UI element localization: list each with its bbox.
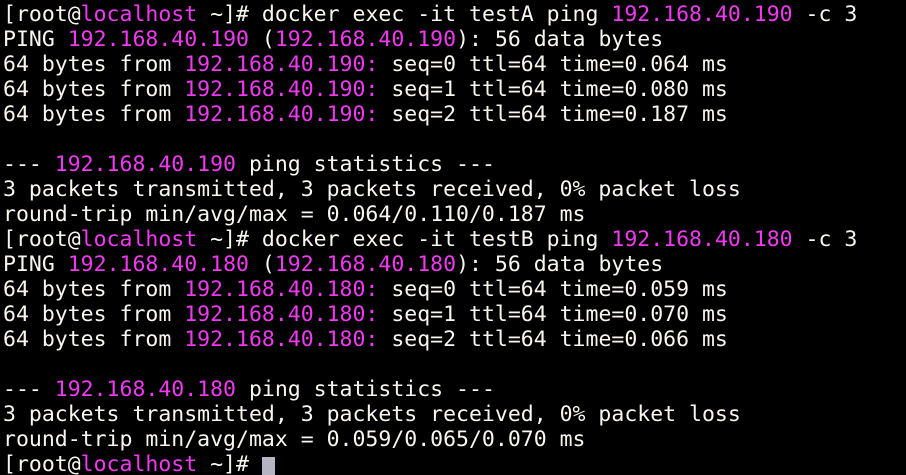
text-segment: -c 3 (792, 2, 858, 27)
text-segment: 64 bytes from (3, 327, 185, 352)
terminal-line: 3 packets transmitted, 3 packets receive… (3, 402, 906, 427)
terminal-line: 64 bytes from 192.168.40.180: seq=2 ttl=… (3, 327, 906, 352)
text-segment: 64 bytes from (3, 77, 185, 102)
text-segment: ping statistics --- (236, 152, 495, 177)
highlighted-text-segment: 192.168.40.190 (54, 152, 236, 177)
highlighted-text-segment: localhost (80, 227, 198, 252)
terminal-line: 64 bytes from 192.168.40.180: seq=1 ttl=… (3, 302, 906, 327)
text-segment: 64 bytes from (3, 277, 185, 302)
text-segment: seq=1 ttl=64 time=0.080 ms (378, 77, 728, 102)
terminal-line: --- 192.168.40.190 ping statistics --- (3, 152, 906, 177)
highlighted-text-segment: localhost (80, 452, 198, 475)
text-segment: PING (3, 27, 68, 52)
text-segment: PING (3, 252, 68, 277)
text-segment: [root@ (3, 452, 81, 475)
terminal-line (3, 352, 906, 377)
terminal-cursor (261, 457, 275, 475)
text-segment: seq=1 ttl=64 time=0.070 ms (378, 302, 728, 327)
text-segment: ( (248, 27, 275, 52)
terminal-line: PING 192.168.40.190 (192.168.40.190): 56… (3, 27, 906, 52)
text-segment: 3 packets transmitted, 3 packets receive… (3, 177, 741, 202)
terminal-line: --- 192.168.40.180 ping statistics --- (3, 377, 906, 402)
highlighted-text-segment: 192.168.40.180 (67, 252, 249, 277)
text-segment: 64 bytes from (3, 52, 185, 77)
highlighted-text-segment: 192.168.40.190: (184, 52, 379, 77)
text-segment: seq=0 ttl=64 time=0.059 ms (378, 277, 728, 302)
highlighted-text-segment: 192.168.40.180 (611, 227, 793, 252)
highlighted-text-segment: 192.168.40.180: (184, 277, 379, 302)
text-segment: ): 56 data bytes (456, 27, 664, 52)
terminal-line: round-trip min/avg/max = 0.064/0.110/0.1… (3, 202, 906, 227)
highlighted-text-segment: 192.168.40.190: (184, 102, 379, 127)
highlighted-text-segment: 192.168.40.180 (274, 252, 457, 277)
terminal-line: 64 bytes from 192.168.40.190: seq=2 ttl=… (3, 102, 906, 127)
text-segment: round-trip min/avg/max = 0.064/0.110/0.1… (3, 202, 586, 227)
terminal-line: PING 192.168.40.180 (192.168.40.180): 56… (3, 252, 906, 277)
terminal-line: round-trip min/avg/max = 0.059/0.065/0.0… (3, 427, 906, 452)
highlighted-text-segment: 192.168.40.180 (54, 377, 236, 402)
terminal-line: [root@localhost ~]# docker exec -it test… (3, 2, 906, 27)
text-segment: 64 bytes from (3, 102, 185, 127)
terminal-line: 64 bytes from 192.168.40.180: seq=0 ttl=… (3, 277, 906, 302)
terminal-output: [root@localhost ~]# docker exec -it test… (3, 2, 906, 475)
terminal-line: 3 packets transmitted, 3 packets receive… (3, 177, 906, 202)
text-segment: -c 3 (792, 227, 858, 252)
text-segment: [root@ (3, 227, 81, 252)
text-segment: ~]# docker exec -it testB ping (197, 227, 612, 252)
highlighted-text-segment: 192.168.40.180: (184, 302, 379, 327)
terminal-line (3, 127, 906, 152)
text-segment: ( (248, 252, 275, 277)
text-segment: seq=2 ttl=64 time=0.187 ms (378, 102, 728, 127)
text-segment: --- (3, 152, 55, 177)
highlighted-text-segment: 192.168.40.180: (184, 327, 379, 352)
terminal-line: 64 bytes from 192.168.40.190: seq=1 ttl=… (3, 77, 906, 102)
text-segment: ping statistics --- (236, 377, 495, 402)
text-segment: seq=2 ttl=64 time=0.066 ms (378, 327, 728, 352)
text-segment: 64 bytes from (3, 302, 185, 327)
terminal-line: 64 bytes from 192.168.40.190: seq=0 ttl=… (3, 52, 906, 77)
terminal-line: [root@localhost ~]# docker exec -it test… (3, 227, 906, 252)
text-segment: [root@ (3, 2, 81, 27)
highlighted-text-segment: localhost (80, 2, 198, 27)
text-segment: round-trip min/avg/max = 0.059/0.065/0.0… (3, 427, 586, 452)
text-segment: ): 56 data bytes (456, 252, 664, 277)
text-segment: seq=0 ttl=64 time=0.064 ms (378, 52, 728, 77)
text-segment: 3 packets transmitted, 3 packets receive… (3, 402, 741, 427)
highlighted-text-segment: 192.168.40.190 (611, 2, 793, 27)
text-segment: ~]# docker exec -it testA ping (197, 2, 612, 27)
text-segment: --- (3, 377, 55, 402)
text-segment: ~]# (197, 452, 262, 475)
terminal-line: [root@localhost ~]# (3, 452, 906, 475)
highlighted-text-segment: 192.168.40.190 (274, 27, 457, 52)
highlighted-text-segment: 192.168.40.190 (67, 27, 249, 52)
highlighted-text-segment: 192.168.40.190: (184, 77, 379, 102)
